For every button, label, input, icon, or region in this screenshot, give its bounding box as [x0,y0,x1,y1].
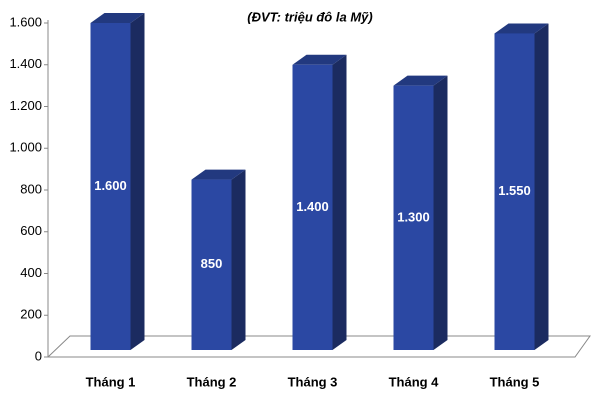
bar [292,54,347,350]
value-label: 1.550 [498,183,531,198]
bar-top [292,54,347,65]
bar-side [433,75,448,350]
y-tick-label: 600 [20,223,42,238]
bar-side [130,13,145,350]
bar-front [292,64,333,350]
bar [494,23,549,350]
bar-front [90,23,131,350]
y-tick-label: 0 [35,348,42,363]
bar-top [90,13,145,23]
bar-front [191,179,232,350]
x-tick-label: Tháng 4 [389,374,440,389]
value-label: 1.600 [94,178,127,193]
bar-side [332,54,347,350]
x-tick-label: Tháng 5 [490,374,540,389]
bar-front [393,85,434,350]
bar-top [191,169,246,180]
bar [393,75,448,350]
value-label: 1.400 [296,199,329,214]
y-tick-label: 1.400 [9,56,42,71]
bar-side [231,169,246,350]
x-tick-label: Tháng 3 [288,374,338,389]
value-label: 850 [201,256,223,271]
bar [90,13,145,350]
y-tick-label: 200 [20,307,42,322]
bar-side [534,23,549,350]
x-tick-label: Tháng 1 [86,374,136,389]
x-tick-label: Tháng 2 [187,374,237,389]
y-tick-label: 1.600 [9,14,42,29]
y-tick-label: 400 [20,265,42,280]
y-tick-label: 1.000 [9,140,42,155]
y-tick-label: 800 [20,181,42,196]
bar [191,169,246,350]
chart-title: (ĐVT: triệu đô la Mỹ) [247,9,372,24]
y-tick-label: 1.200 [9,98,42,113]
bar-top [494,23,549,34]
value-label: 1.300 [397,209,430,224]
bar-front [494,33,535,350]
bar-top [393,75,448,86]
